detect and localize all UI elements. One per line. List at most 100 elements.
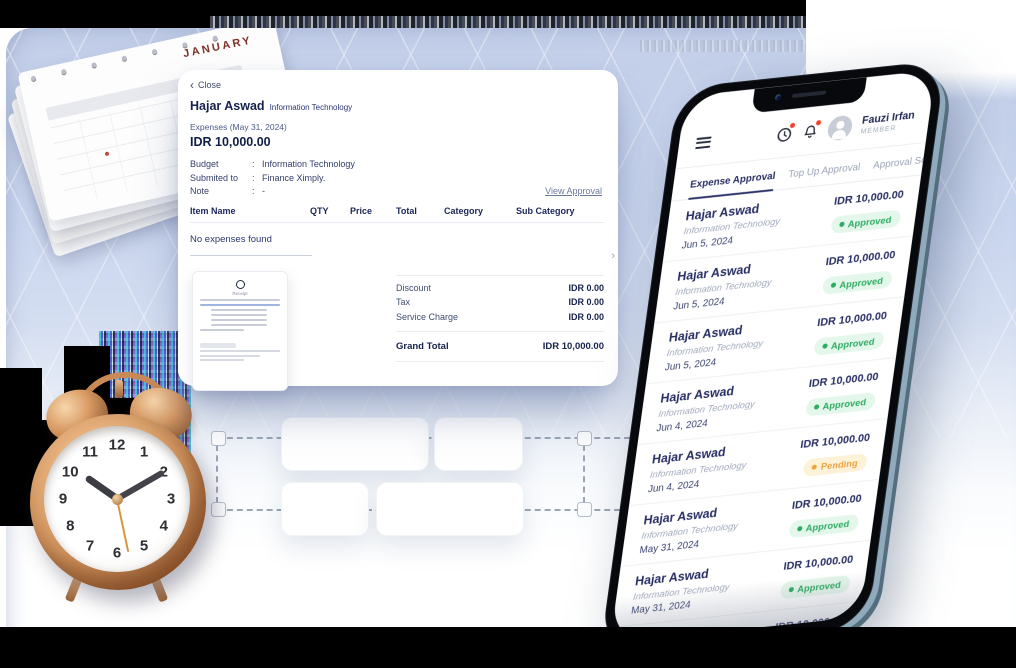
status-badge: Approved	[812, 331, 885, 356]
empty-state-message: No expenses found	[190, 233, 272, 245]
clock-number: 12	[108, 436, 126, 454]
alarm-clock-image: 12 1 2 3 4 5 6 7 8 9 10 11	[18, 372, 218, 608]
request-date: May 31, 2024	[630, 599, 692, 618]
col-qty: QTY	[310, 205, 329, 216]
receipt-text-line	[211, 318, 268, 321]
status-badge: Approved	[779, 574, 852, 600]
detail-label: Budget	[190, 159, 219, 169]
summary-value: IDR 0.00	[568, 311, 604, 322]
bell-icon[interactable]	[801, 119, 822, 141]
receipt-text-line	[200, 298, 280, 301]
applicant-name-title: Hajar Aswad	[190, 99, 265, 113]
receipt-signature	[200, 342, 236, 348]
history-icon[interactable]	[775, 122, 796, 143]
amount: IDR 10,000.00	[824, 249, 897, 269]
detail-label: Submited to	[190, 172, 239, 183]
notification-dot	[790, 122, 796, 128]
flow-node-square	[577, 502, 592, 517]
summary-label: Discount	[396, 282, 432, 293]
receipt-footer-line	[200, 354, 260, 357]
summary-row-service-charge: Service Charge IDR 0.00	[396, 312, 604, 322]
grand-total-row: Grand Total IDR 10,000.00	[396, 330, 604, 362]
expense-detail-card: ‹ Close Hajar Aswad Information Technolo…	[178, 70, 618, 391]
summary-label: Tax	[396, 297, 411, 307]
detail-label: Note	[190, 186, 210, 196]
flow-node-box	[281, 417, 429, 471]
phone-speaker	[791, 90, 827, 99]
status-badge: Approved	[829, 209, 902, 235]
clock-number: 6	[112, 544, 122, 562]
clock-number: 9	[58, 490, 68, 508]
receipt-logo-icon	[235, 279, 245, 289]
summary-label: Service Charge	[396, 311, 459, 322]
detail-row-note: Note : -	[190, 185, 604, 199]
clock-number: 10	[61, 463, 79, 481]
receipt-thumbnail[interactable]: Receipt	[192, 270, 288, 391]
clock-number: 5	[139, 537, 149, 555]
receipt-title: Receipt	[232, 290, 248, 296]
amount: IDR 10,000.00	[816, 309, 888, 330]
amount: IDR 10,000.00	[833, 188, 905, 208]
flow-node-square	[577, 431, 592, 446]
clock-minute-hand	[115, 469, 166, 502]
col-total: Total	[396, 205, 417, 216]
col-item-name: Item Name	[190, 205, 236, 216]
summary-row-tax: Tax IDR 0.00	[396, 297, 604, 307]
items-table-header: Item Name QTY Price Total Category Sub C…	[190, 206, 604, 223]
col-price: Price	[350, 205, 373, 216]
clock-number: 4	[159, 517, 168, 535]
clock-center-cap	[111, 493, 123, 505]
receipt-footer-line	[200, 359, 244, 361]
receipt-text-line	[211, 323, 268, 326]
phone-camera-icon	[774, 94, 782, 101]
glitch-bottom-bar	[0, 627, 1016, 668]
applicant-department: Information Technology	[269, 103, 353, 112]
status-badge: Pending	[802, 453, 868, 477]
summary-value: IDR 0.00	[568, 282, 604, 293]
avatar[interactable]	[826, 114, 855, 142]
clock-number: 1	[139, 443, 149, 461]
chevron-right-icon[interactable]: ›	[611, 250, 615, 262]
col-sub-category: Sub Category	[516, 205, 575, 216]
col-category: Category	[444, 205, 484, 216]
grand-total-value: IDR 10,000.00	[542, 340, 604, 352]
notification-dot	[816, 119, 822, 125]
detail-row-submitted: Submited to : Finance Ximply.	[190, 172, 604, 186]
clock-number: 3	[166, 490, 176, 508]
summary-row-discount: Discount IDR 0.00	[396, 283, 604, 293]
detail-colon: :	[252, 172, 255, 183]
flow-node-square	[211, 502, 226, 517]
receipt-text-line	[200, 328, 244, 331]
clock-number: 8	[66, 517, 75, 535]
view-approval-link[interactable]: View Approval	[545, 186, 602, 196]
applicant-name: Hajar Aswad	[634, 566, 710, 589]
clock-body: 12 1 2 3 4 5 6 7 8 9 10 11	[30, 414, 206, 590]
totals-summary: Discount IDR 0.00 Tax IDR 0.00 Service C…	[396, 274, 604, 391]
expense-details: Budget : Information Technology Submited…	[190, 158, 604, 199]
status-badge: Approved	[787, 513, 860, 539]
app-header: Fauzi Irfan MEMBER	[677, 70, 935, 157]
hamburger-menu-icon[interactable]	[695, 133, 712, 151]
expenses-date-label: Expenses (May 31, 2024)	[190, 122, 287, 132]
receipt-link-line	[200, 303, 280, 306]
glitch-noise-strip	[210, 16, 806, 28]
flow-connector-vertical	[583, 445, 585, 503]
grand-total-label: Grand Total	[396, 340, 449, 352]
expenses-amount: IDR 10,000.00	[190, 135, 271, 149]
receipt-footer-line	[200, 350, 280, 352]
phone-screen: Fauzi Irfan MEMBER Expense Approval Top …	[609, 69, 936, 644]
flow-node-box	[281, 482, 369, 536]
close-button[interactable]: ‹ Close	[190, 77, 236, 92]
flow-node-box	[434, 417, 523, 471]
summary-value: IDR 0.00	[568, 297, 604, 307]
amount: IDR 10,000.00	[807, 370, 880, 391]
chevron-left-icon: ‹	[190, 77, 194, 92]
status-badge: Approved	[804, 392, 877, 417]
flow-node-box	[376, 482, 524, 536]
detail-value: Information Technology	[262, 159, 355, 169]
divider	[190, 254, 312, 256]
detail-value: Finance Ximply.	[262, 172, 326, 183]
clock-number: 7	[85, 537, 95, 555]
amount: IDR 10,000.00	[799, 431, 871, 452]
